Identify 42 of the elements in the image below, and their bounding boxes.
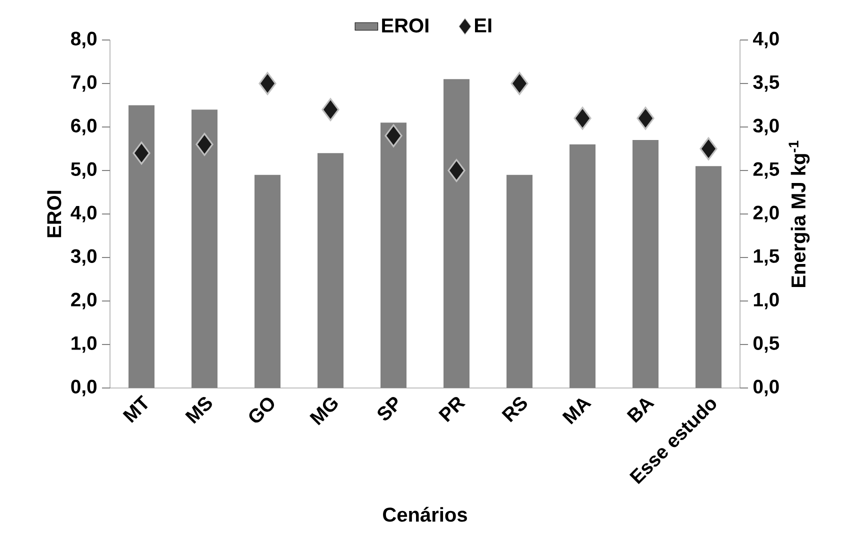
x-tick-label: PR [438,397,466,422]
point [196,132,214,156]
y-tick-label: 1,0 [72,336,97,353]
point [700,137,718,160]
y2-tick-label: 2,5 [753,162,780,179]
point [258,72,276,95]
y-tick-label: 5,0 [71,162,97,179]
y2-tick-label: 0,5 [754,336,780,353]
y-tick-label: 3,0 [70,249,97,266]
x-tick-label: MG [310,398,338,426]
y2-tick-label: 1,5 [754,249,780,266]
y2-axis-title: Energia MJ kg$^{-1}$ [788,140,810,288]
x-tick-label: SP [378,396,398,420]
point [574,106,592,130]
x-tick-label: MA [562,398,592,424]
point [636,106,654,130]
x-tick-label: MT [122,394,148,423]
legend-label: EI [474,18,492,32]
y-axis-title: EROI [47,190,62,238]
y2-tick-label: 4,0 [753,32,779,48]
y-tick-label: 8,0 [71,32,97,48]
x-axis-title: Cenários [383,506,467,522]
y2-tick-label: 3,5 [753,75,780,92]
y2-tick-label: 3,0 [753,118,779,136]
point [448,159,466,182]
y-tick-label: 0,0 [71,380,97,396]
legend-label: EROI [382,18,428,33]
x-tick-label: BA [626,398,655,423]
point [132,142,150,165]
y2-tick-label: 2,0 [753,206,779,222]
y2-tick-label: 1,0 [754,292,779,310]
x-tick-label: RS [502,397,527,422]
y-tick-label: 7,0 [71,75,97,92]
point [510,72,528,95]
y-tick-label: 6,0 [71,118,97,136]
x-tick-label: MS [185,397,212,424]
y-tick-label: 4,0 [70,206,97,222]
x-tick-label: GO [249,398,274,423]
point [384,124,402,148]
y2-tick-label: 0,0 [754,380,779,396]
y-tick-label: 2,0 [71,292,97,310]
point [322,98,340,122]
